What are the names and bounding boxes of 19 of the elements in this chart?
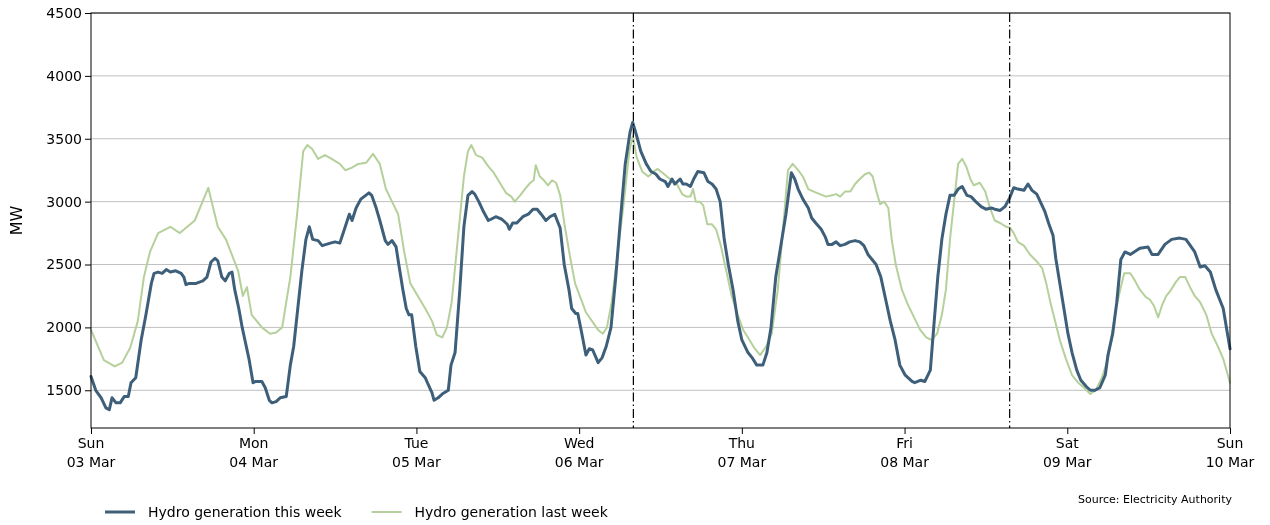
x-tick-label: Fri 08 Mar	[880, 435, 930, 470]
x-tick-label: Sun 03 Mar	[66, 435, 116, 470]
y-tick-label: 4500	[46, 4, 82, 21]
x-tick-label: Thu 07 Mar	[717, 435, 767, 470]
y-tick-label: 1500	[46, 382, 82, 399]
y-tick-label: 3000	[46, 193, 82, 210]
y-tick-label: 2000	[46, 319, 82, 336]
y-axis-title: MW	[7, 205, 26, 236]
legend-label: Hydro generation this week	[148, 504, 343, 520]
x-tick-label: Tue 05 Mar	[392, 435, 442, 470]
x-tick-label: Sun 10 Mar	[1205, 435, 1255, 470]
y-tick-label: 2500	[46, 256, 82, 273]
x-tick-label: Mon 04 Mar	[229, 435, 279, 470]
x-tick-label: Wed 06 Mar	[554, 435, 604, 470]
source-note: Source: Electricity Authority	[1077, 493, 1233, 506]
legend-label: Hydro generation last week	[414, 504, 609, 520]
y-tick-label: 3500	[46, 130, 82, 147]
x-tick-label: Sat 09 Mar	[1042, 435, 1092, 470]
y-tick-label: 4000	[46, 67, 82, 84]
